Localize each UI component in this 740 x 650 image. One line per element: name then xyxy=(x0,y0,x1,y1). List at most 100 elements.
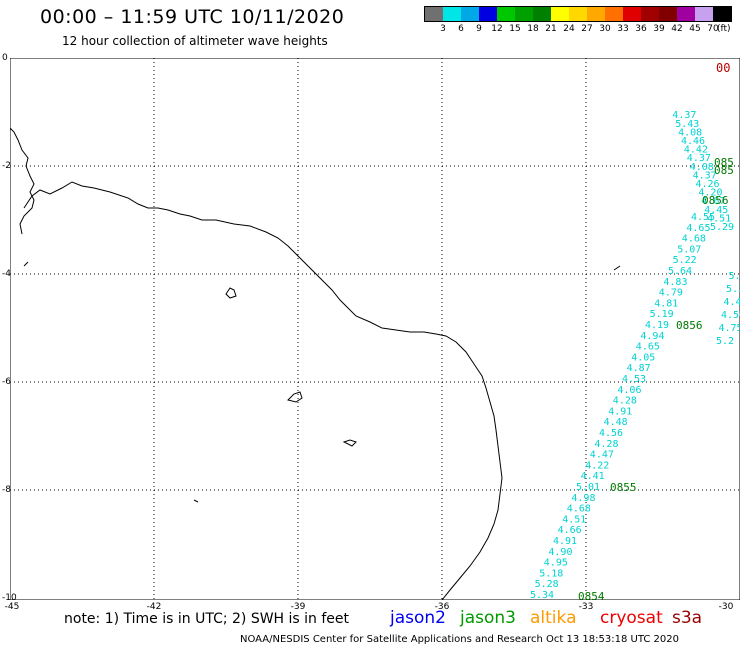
wave-track-1: 5.345.285.184.954.904.914.664.514.684.98… xyxy=(530,212,715,600)
color-scale-tick: 27 xyxy=(581,24,593,34)
color-swatch xyxy=(533,7,551,21)
wave-height-value: 4.83 xyxy=(663,277,687,288)
wave-height-value: 4.81 xyxy=(654,298,678,309)
wave-height-value: 4.37 xyxy=(687,153,711,164)
credit-line: NOAA/NESDIS Center for Satellite Applica… xyxy=(240,634,679,645)
wave-height-value: 5.34 xyxy=(530,590,554,600)
satellite-legend-item: altika xyxy=(530,608,577,628)
color-swatch xyxy=(443,7,461,21)
color-scale-tick: 36 xyxy=(635,24,647,34)
color-scale-tick: 24 xyxy=(563,24,575,34)
altimeter-map: 5.345.285.184.954.904.914.664.514.684.98… xyxy=(10,58,740,600)
wave-height-value: 4.28 xyxy=(613,396,637,407)
color-scale-tick: 15 xyxy=(509,24,521,34)
wave-height-value: 5.2 xyxy=(726,284,740,295)
color-swatch xyxy=(641,7,659,21)
color-swatch xyxy=(461,7,479,21)
color-scale-tick: 3 xyxy=(440,24,446,34)
wave-height-value: 4.26 xyxy=(696,179,720,190)
wave-height-value: 5.19 xyxy=(650,309,674,320)
wave-height-value: 4.55 xyxy=(691,212,715,223)
graticule xyxy=(10,58,740,600)
color-swatch xyxy=(569,7,587,21)
wave-height-value: 4.53 xyxy=(622,374,646,385)
wave-height-value: 4.22 xyxy=(585,460,609,471)
pass-time-label-red: 00 xyxy=(716,61,730,75)
color-swatch xyxy=(695,7,713,21)
longitude-label: -33 xyxy=(578,602,594,612)
pass-time-label: 0856 xyxy=(676,319,703,332)
wave-height-value: 4.65 xyxy=(686,223,710,234)
color-swatch xyxy=(605,7,623,21)
satellite-legend-item: s3a xyxy=(672,608,703,628)
wave-height-value: 4.56 xyxy=(599,428,623,439)
wave-height-value: 4.46 xyxy=(681,136,705,147)
color-scale-tick: 30 xyxy=(599,24,611,34)
wave-height-value: 4.45 xyxy=(704,205,728,216)
color-scale-tick: 45 xyxy=(689,24,701,34)
color-swatch xyxy=(587,7,605,21)
wave-height-value: 4.41 xyxy=(581,471,605,482)
wave-height-value: 5.28 xyxy=(535,579,559,590)
wave-height-value: 4.05 xyxy=(631,352,655,363)
wave-height-value: 4.67 xyxy=(701,196,725,207)
wave-height-value: 4.37 xyxy=(693,170,717,181)
pass-time-label: 0854 xyxy=(578,590,605,600)
island-5 xyxy=(613,265,621,271)
satellite-legend-item: jason3 xyxy=(460,608,516,628)
longitude-label: -45 xyxy=(4,602,20,612)
color-scale-tick: 12 xyxy=(491,24,503,34)
longitude-label: -36 xyxy=(434,602,450,612)
wave-height-value: 4.68 xyxy=(682,234,706,245)
color-scale-tick: 9 xyxy=(476,24,482,34)
wave-height-value: 4.87 xyxy=(627,363,651,374)
wave-height-value: 4.28 xyxy=(594,439,618,450)
wave-height-value: 4.51 xyxy=(562,514,586,525)
wave-height-value: 4.94 xyxy=(640,331,664,342)
wave-height-value: 4.66 xyxy=(558,525,582,536)
color-swatch xyxy=(551,7,569,21)
latitude-label: -4 xyxy=(2,269,11,279)
color-scale-tick: 18 xyxy=(527,24,539,34)
wave-height-value: 4.75 xyxy=(719,323,740,334)
wave-height-value: 4.65 xyxy=(636,342,660,353)
map-frame xyxy=(10,58,740,600)
island-4 xyxy=(193,499,199,503)
island-1 xyxy=(225,287,237,299)
wave-height-value: 5.0 xyxy=(729,271,740,282)
island-3 xyxy=(342,439,357,447)
wave-height-value: 5.64 xyxy=(668,266,692,277)
latitude-label: -10 xyxy=(2,593,17,603)
wave-height-value: 4.19 xyxy=(645,320,669,331)
island-2 xyxy=(287,391,303,403)
wave-height-value: 4.48 xyxy=(604,417,628,428)
wave-height-value: 4.68 xyxy=(567,504,591,515)
color-swatch xyxy=(623,7,641,21)
pass-time-label: 0855 xyxy=(610,481,637,494)
color-swatch xyxy=(497,7,515,21)
wave-height-value: 4.06 xyxy=(617,385,641,396)
wave-height-value: 5.2 xyxy=(716,336,734,347)
wave-height-value: 5.22 xyxy=(673,255,697,266)
satellite-legend-item: cryosat xyxy=(600,608,663,628)
coastline xyxy=(10,127,503,600)
wave-height-value: 5.01 xyxy=(576,482,600,493)
wave-height-value: 4.95 xyxy=(544,558,568,569)
latitude-label: -6 xyxy=(2,377,11,387)
wave-height-value: 4.4 xyxy=(724,297,740,308)
color-scale-tick: 70 xyxy=(707,24,719,34)
color-scale-tick: 6 xyxy=(458,24,464,34)
longitude-label: -30 xyxy=(718,602,734,612)
island-6 xyxy=(23,261,29,267)
latitude-label: -2 xyxy=(2,161,11,171)
color-scale-tick: 42 xyxy=(671,24,683,34)
latitude-label: -8 xyxy=(2,485,11,495)
color-scale-tick: 39 xyxy=(653,24,665,34)
color-swatch xyxy=(659,7,677,21)
wave-height-value: 5.29 xyxy=(710,222,734,233)
wave-track-2: 5.294.514.454.674.204.264.374.084.374.42… xyxy=(672,110,734,233)
color-scale-unit: (ft) xyxy=(717,24,731,34)
wave-height-value: 5.18 xyxy=(539,568,563,579)
wave-height-value: 5.43 xyxy=(675,119,699,130)
